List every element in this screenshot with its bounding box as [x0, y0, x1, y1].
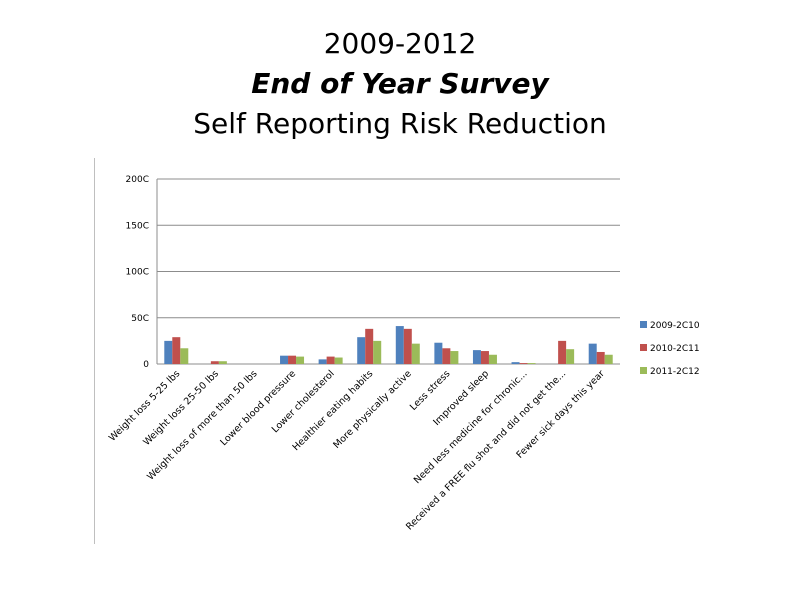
bar-2010-2C11 [326, 356, 335, 364]
bar-2010-2C11 [172, 337, 181, 364]
y-tick-label: 150C [126, 221, 149, 231]
bar-2011-2C12 [218, 361, 227, 364]
x-tick-label: More physically active [331, 368, 414, 451]
chart-frame-left-border [94, 158, 95, 544]
bar-2009-2C10 [472, 350, 481, 364]
bar-2011-2C12 [373, 340, 382, 364]
bar-2009-2C10 [280, 355, 289, 364]
y-tick-label: 50C [131, 314, 149, 324]
bar-2009-2C10 [434, 342, 443, 364]
x-tick-label: Lower blood pressure [218, 368, 298, 448]
bar-2010-2C11 [442, 348, 451, 364]
bar-2009-2C10 [395, 326, 404, 364]
bar-2010-2C11 [365, 328, 374, 364]
bar-2010-2C11 [403, 328, 412, 364]
title-years: 2009-2012 [323, 27, 477, 60]
title-survey-name: End of Year Survey [251, 67, 549, 100]
legend-swatch [640, 321, 647, 328]
bar-2010-2C11 [288, 355, 297, 364]
bar-2010-2C11 [519, 363, 528, 364]
legend-label: 2010-2C11 [650, 344, 700, 354]
y-tick-label: 200C [126, 175, 149, 185]
bar-2011-2C12 [334, 357, 343, 364]
bar-2011-2C12 [527, 363, 536, 364]
bar-2011-2C12 [488, 354, 497, 364]
bar-2009-2C10 [318, 359, 327, 364]
y-tick-label: 100C [126, 268, 149, 278]
bar-2011-2C12 [450, 351, 459, 364]
bar-2009-2C10 [164, 340, 173, 364]
bar-2009-2C10 [511, 362, 520, 364]
bar-2010-2C11 [480, 351, 489, 364]
bar-2011-2C12 [180, 348, 189, 364]
x-tick-label: Weight loss 5-25 lbs [107, 368, 182, 443]
bar-2010-2C11 [558, 340, 567, 364]
bar-2009-2C10 [357, 337, 366, 364]
bar-2011-2C12 [411, 343, 420, 364]
x-tick-label: Weight loss 25-50 lbs [141, 368, 221, 448]
legend-label: 2011-2C12 [650, 367, 700, 377]
legend-swatch [640, 367, 647, 374]
slide-title-block: 2009-2012 End of Year Survey Self Report… [0, 24, 800, 144]
y-tick-label: 0 [143, 360, 149, 370]
bar-2011-2C12 [566, 349, 575, 364]
title-subtitle: Self Reporting Risk Reduction [193, 107, 607, 140]
bar-2011-2C12 [604, 354, 613, 364]
legend-swatch [640, 344, 647, 351]
bar-2009-2C10 [588, 343, 597, 364]
legend-label: 2009-2C10 [650, 321, 700, 331]
bar-2010-2C11 [596, 351, 605, 364]
bar-2010-2C11 [210, 361, 219, 364]
bar-2011-2C12 [296, 356, 305, 364]
